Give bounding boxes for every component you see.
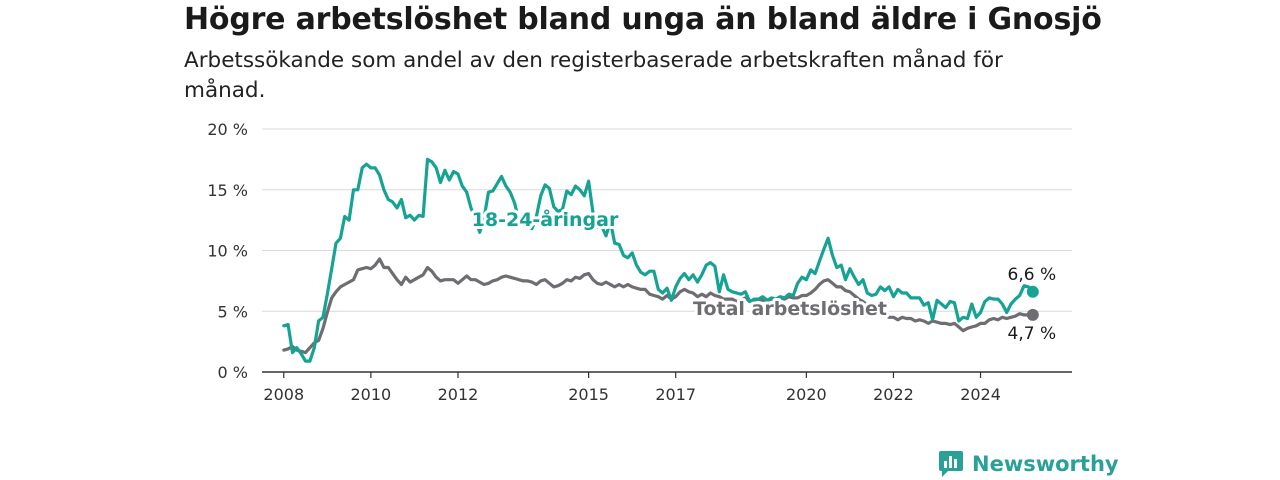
grid-lines: [262, 128, 1072, 373]
x-tick-label: 2020: [786, 385, 827, 404]
x-tick-label: 2008: [263, 385, 304, 404]
y-tick-label: 5 %: [218, 302, 248, 321]
y-tick-label: 20 %: [207, 120, 248, 139]
y-tick-label: 10 %: [207, 242, 248, 261]
series-label-total: Total arbetslöshet: [693, 298, 887, 320]
x-tick-label: 2012: [438, 385, 479, 404]
series-end-point: [1026, 285, 1039, 298]
x-tick-label: 2022: [873, 385, 914, 404]
end-label-youth: 6,6 %: [1008, 265, 1057, 285]
chart-title: Högre arbetslöshet bland unga än bland ä…: [184, 2, 1102, 37]
chart-subtitle: Arbetssökande som andel av den registerb…: [184, 48, 1003, 103]
x-tick-label: 2024: [960, 385, 1001, 404]
newsworthy-logo[interactable]: Newsworthy: [938, 450, 1119, 478]
bar-chart-speech-bubble-icon: [939, 451, 963, 477]
end-label-total: 4,7 %: [1008, 324, 1057, 344]
y-tick-label: 15 %: [207, 181, 248, 200]
series-line: [282, 157, 1035, 363]
series-line: [282, 257, 1035, 355]
series-end-point: [1026, 308, 1039, 321]
series-lines: [282, 157, 1039, 363]
x-axis-ticks: 2008 2010 2012 2015 2017 2020 2022 2024: [263, 372, 1001, 404]
series-label-youth-halo: 18-24-åringar: [472, 207, 619, 231]
y-tick-label: 0 %: [218, 363, 248, 382]
series-label-total-halo: Total arbetslöshet: [693, 298, 887, 320]
x-tick-label: 2017: [655, 385, 696, 404]
x-tick-label: 2010: [351, 385, 392, 404]
x-tick-label: 2015: [568, 385, 609, 404]
series-label-youth: 18-24-åringar: [472, 207, 619, 231]
y-axis-ticks: 0 % 5 % 10 % 15 % 20 %: [207, 120, 248, 382]
brand-name: Newsworthy: [972, 452, 1119, 476]
